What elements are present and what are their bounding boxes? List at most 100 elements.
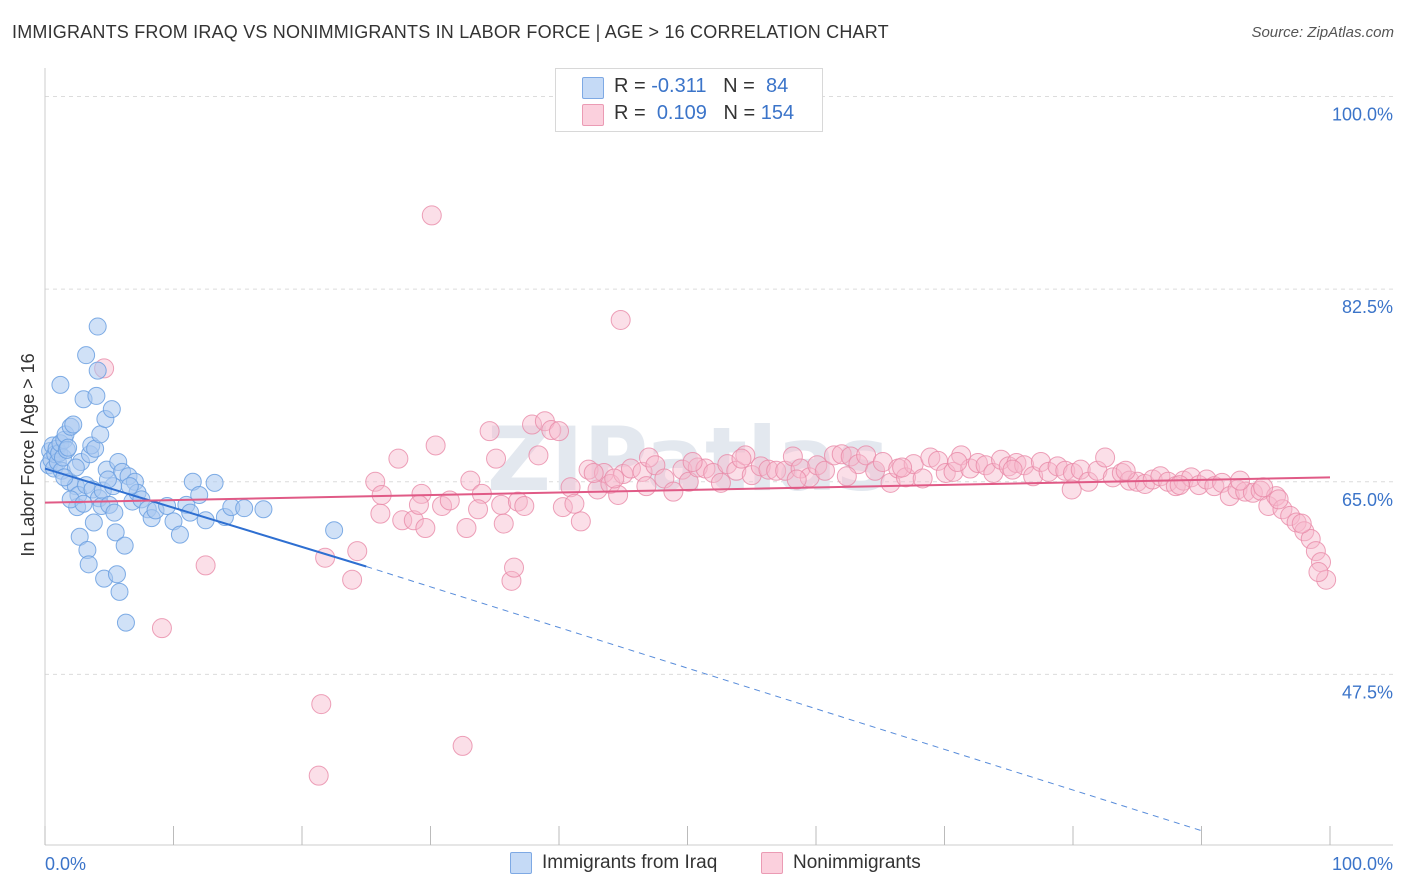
n-label: N = [723, 75, 755, 97]
nonimmigrants-point [493, 513, 514, 534]
nonimmigrants-point [895, 467, 916, 488]
bottom-swatch-pink [761, 852, 783, 874]
nonimmigrants-point [308, 765, 329, 786]
iraq-point [64, 415, 83, 434]
nonimmigrants-point [604, 468, 625, 489]
nonimmigrants-point [1169, 475, 1190, 496]
grid-lines [45, 96, 1393, 675]
nonimmigrants-point [460, 470, 481, 491]
nonimmigrants-point [1055, 460, 1076, 481]
nonimmigrants-point [991, 449, 1012, 470]
iraq-point [91, 425, 110, 444]
trend-lines [44, 467, 1331, 832]
iraq-point [87, 386, 106, 405]
iraq-point [102, 400, 121, 419]
nonimmigrants-point [415, 517, 436, 538]
iraq-point [107, 565, 126, 584]
nonimmigrants-point [1115, 460, 1136, 481]
nonimmigrants-point [1061, 479, 1082, 500]
nonimmigrants-point [342, 569, 363, 590]
nonimmigrants-point [836, 466, 857, 487]
nonimmigrants-point [782, 446, 803, 467]
nonimmigrants-point [710, 472, 731, 493]
nonimmigrants-point [1087, 460, 1108, 481]
nonimmigrants-point [682, 451, 703, 472]
legend-swatch-blue [582, 77, 604, 99]
nonimmigrants-point [501, 570, 522, 591]
bottom-legend-iraq-label: Immigrants from Iraq [542, 852, 718, 873]
nonimmigrants-point [726, 460, 747, 481]
nonimmigrants-point [663, 481, 684, 502]
iraq-point [51, 375, 70, 394]
nonimmigrants-point [1212, 472, 1233, 493]
nonimmigrants-point [468, 499, 489, 520]
nonimmigrants-point [678, 471, 699, 492]
legend-swatch-pink [582, 104, 604, 126]
iraq-trend-extension [366, 566, 1202, 832]
x-tick-label: 0.0% [45, 854, 86, 874]
bottom-swatch-blue [510, 852, 532, 874]
iraq-point [106, 523, 125, 542]
nonimmigrants-point [421, 205, 442, 226]
nonimmigrants-points [94, 205, 1337, 786]
nonimmigrants-point [479, 421, 500, 442]
y-tick-label: 82.5% [1342, 297, 1393, 317]
nonimmigrants-point [983, 462, 1004, 483]
nonimmigrants-point [1272, 499, 1293, 520]
nonimmigrants-point [892, 457, 913, 478]
r-label: R = [614, 75, 646, 97]
nonimmigrants-point [1095, 447, 1116, 468]
nonimmigrants-point [392, 510, 413, 531]
nonimmigrants-point [1219, 486, 1240, 507]
nonimmigrants-point [610, 309, 631, 330]
nonimmigrants-point [1308, 562, 1329, 583]
nonimmigrants-point [636, 476, 657, 497]
r-label: R = [614, 102, 646, 124]
nonimmigrants-point [731, 448, 752, 469]
nonimmigrants-point [370, 503, 391, 524]
iraq-point [66, 458, 85, 477]
iraq-point [88, 361, 107, 380]
nonimmigrants-trend-line [44, 476, 1331, 504]
nonimmigrants-point [865, 460, 886, 481]
r-value-nonimmigrants: 0.109 [656, 102, 707, 124]
nonimmigrants-point [1070, 459, 1091, 480]
nonimmigrants-point [522, 414, 543, 435]
y-tick-label: 47.5% [1342, 682, 1393, 702]
nonimmigrants-point [735, 445, 756, 466]
source-label: Source: ZipAtlas.com [1251, 24, 1394, 41]
nonimmigrants-point [514, 495, 535, 516]
y-axis-label: In Labor Force | Age > 16 [18, 353, 38, 556]
bottom-legend-nonimmigrants-label: Nonimmigrants [793, 852, 921, 873]
nonimmigrants-point [672, 459, 693, 480]
nonimmigrants-point [1006, 453, 1027, 474]
iraq-point [110, 582, 129, 601]
iraq-point [88, 317, 107, 336]
nonimmigrants-point [943, 461, 964, 482]
nonimmigrants-point [1305, 541, 1326, 562]
nonimmigrants-point [1316, 569, 1337, 590]
nonimmigrants-point [1253, 477, 1274, 498]
nonimmigrants-point [541, 420, 562, 441]
nonimmigrants-point [1268, 489, 1289, 510]
nonimmigrants-point [1030, 451, 1051, 472]
n-value-nonimmigrants: 154 [760, 102, 795, 124]
iraq-point [77, 346, 96, 365]
nonimmigrants-point [549, 421, 569, 442]
nonimmigrants-point [620, 458, 641, 479]
nonimmigrants-point [1291, 513, 1312, 534]
nonimmigrants-point [1300, 529, 1321, 549]
chart-title: IMMIGRANTS FROM IRAQ VS NONIMMIGRANTS IN… [12, 22, 889, 42]
y-tick-label: 65.0% [1342, 490, 1393, 510]
y-tick-label: 100.0% [1332, 105, 1393, 125]
iraq-point [325, 521, 344, 540]
nonimmigrants-point [823, 445, 844, 466]
nonimmigrants-point [1181, 467, 1202, 488]
nonimmigrants-point [425, 435, 446, 456]
nonimmigrants-point [947, 451, 968, 472]
iraq-point [74, 494, 93, 513]
iraq-point [79, 555, 98, 574]
iraq-point [254, 500, 273, 519]
nonimmigrants-point [912, 468, 933, 489]
nonimmigrants-point [528, 445, 549, 466]
